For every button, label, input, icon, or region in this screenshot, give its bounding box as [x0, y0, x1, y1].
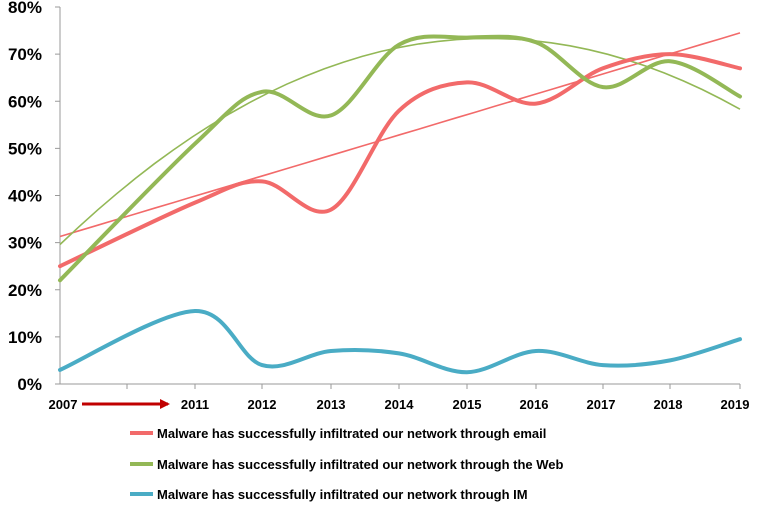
trendline-series-1: [59, 32, 741, 238]
tick-labels: 0% 10% 20% 30% 40% 50% 60% 70% 80% 2007 2011 2012 20…: [8, 0, 749, 412]
legend-label: Malware has successfully infiltrated our…: [157, 426, 546, 441]
trendline-series-2: [59, 37, 741, 246]
y-tick-label: 70%: [8, 45, 42, 64]
x-tick-label: 2012: [248, 397, 277, 412]
x-tick-label: 2019: [721, 397, 750, 412]
trendlines: [59, 32, 741, 246]
y-tick-label: 40%: [8, 187, 42, 206]
line-series-2: [58, 34, 742, 283]
x-tick-label: 2017: [587, 397, 616, 412]
series-lines: [58, 34, 742, 375]
y-tick-label: 10%: [8, 328, 42, 347]
legend-label: Malware has successfully infiltrated our…: [157, 457, 564, 472]
axes: [55, 6, 741, 389]
y-tick-label: 80%: [8, 0, 42, 17]
line-series-1: [58, 52, 742, 269]
x-tick-label: 2014: [385, 397, 415, 412]
line-series-3: [58, 308, 742, 375]
x-tick-label: 2007: [49, 397, 78, 412]
legend: Malware has successfully infiltrated our…: [130, 426, 564, 502]
legend-label: Malware has successfully infiltrated our…: [157, 487, 528, 502]
x-tick-label: 2016: [520, 397, 549, 412]
y-tick-label: 30%: [8, 234, 42, 253]
y-tick-label: 60%: [8, 92, 42, 111]
x-tick-label: 2011: [181, 397, 209, 412]
y-tick-label: 0%: [17, 375, 42, 394]
y-tick-label: 20%: [8, 281, 42, 300]
x-tick-label: 2013: [317, 397, 346, 412]
x-tick-label: 2015: [453, 397, 482, 412]
x-tick-label: 2018: [654, 397, 683, 412]
y-tick-label: 50%: [8, 139, 42, 158]
